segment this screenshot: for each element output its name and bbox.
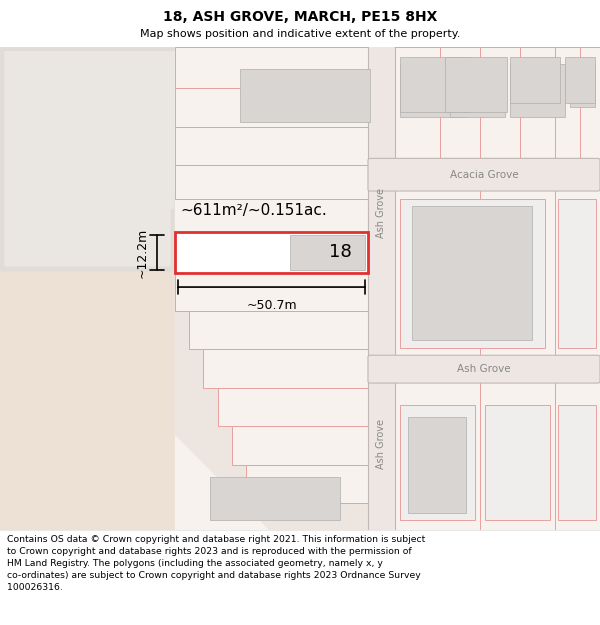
Bar <box>175 47 368 88</box>
Text: ~12.2m: ~12.2m <box>136 228 149 278</box>
Bar <box>240 69 370 122</box>
Bar <box>400 57 470 112</box>
Bar <box>400 199 545 348</box>
Bar <box>400 64 465 117</box>
Text: Ash Grove: Ash Grove <box>377 419 386 469</box>
Bar <box>408 417 466 512</box>
FancyBboxPatch shape <box>368 355 600 383</box>
FancyBboxPatch shape <box>368 158 600 191</box>
Bar <box>555 47 600 160</box>
Bar <box>558 405 596 521</box>
Polygon shape <box>0 47 195 271</box>
Bar <box>5 170 173 208</box>
Bar <box>246 465 368 503</box>
Text: ~50.7m: ~50.7m <box>246 299 297 312</box>
Bar <box>450 64 505 117</box>
Bar <box>368 357 600 381</box>
Bar <box>395 189 600 530</box>
Bar <box>510 47 555 160</box>
Bar <box>175 272 368 311</box>
Bar <box>0 175 175 213</box>
Bar <box>485 405 550 521</box>
Bar <box>218 388 368 426</box>
Bar <box>570 64 595 108</box>
Text: Ash Grove: Ash Grove <box>457 364 511 374</box>
Bar <box>565 57 595 102</box>
Bar <box>412 206 532 340</box>
Bar <box>175 47 368 530</box>
Bar <box>510 57 560 102</box>
Bar <box>440 47 480 160</box>
Bar <box>232 426 368 465</box>
Bar <box>368 47 395 530</box>
Text: Acacia Grove: Acacia Grove <box>449 170 518 180</box>
Bar <box>445 57 507 112</box>
Bar <box>175 165 368 199</box>
Bar <box>5 50 193 170</box>
Bar <box>175 127 368 165</box>
Bar <box>175 232 368 272</box>
Text: 18: 18 <box>329 244 352 261</box>
Bar <box>189 311 368 349</box>
Text: Map shows position and indicative extent of the property.: Map shows position and indicative extent… <box>140 29 460 39</box>
Polygon shape <box>5 52 190 266</box>
Text: Contains OS data © Crown copyright and database right 2021. This information is : Contains OS data © Crown copyright and d… <box>7 535 425 592</box>
Bar <box>395 47 600 160</box>
Polygon shape <box>175 271 370 530</box>
Bar <box>0 47 195 175</box>
Bar <box>210 477 340 521</box>
Bar <box>175 88 368 127</box>
Bar <box>395 47 440 160</box>
Bar <box>203 349 368 388</box>
Text: 18, ASH GROVE, MARCH, PE15 8HX: 18, ASH GROVE, MARCH, PE15 8HX <box>163 11 437 24</box>
Text: ~611m²/~0.151ac.: ~611m²/~0.151ac. <box>180 203 327 218</box>
Bar <box>290 235 365 270</box>
Bar <box>480 47 510 160</box>
Bar <box>0 213 175 530</box>
Bar <box>368 160 600 189</box>
Text: Ash Grove: Ash Grove <box>377 188 386 238</box>
Bar <box>400 405 475 521</box>
Bar <box>510 64 565 117</box>
Bar <box>558 199 596 348</box>
Bar <box>395 47 600 530</box>
